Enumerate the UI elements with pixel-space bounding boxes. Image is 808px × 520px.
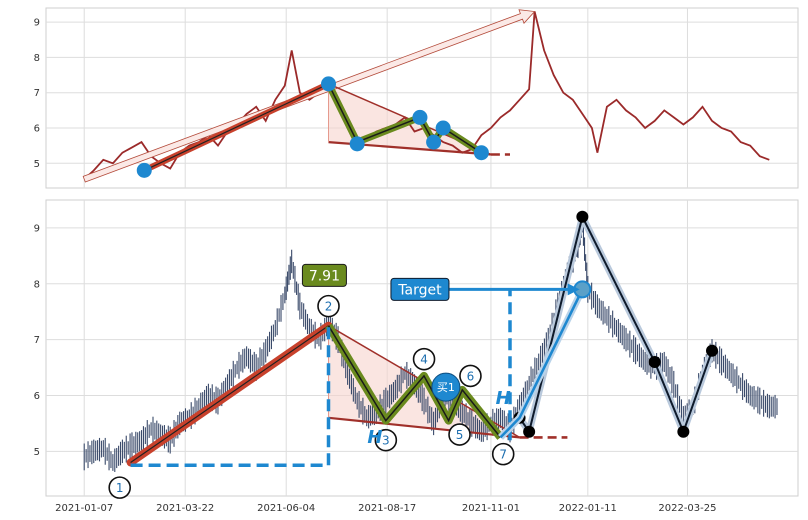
- pivot-number-label: 4: [420, 353, 428, 367]
- pivot-marker: [349, 136, 365, 152]
- top-panel: 5 6 7 8 9: [34, 7, 799, 189]
- pivot-number-marker: [412, 347, 436, 371]
- harmonic-marker: [677, 425, 690, 438]
- price-label-box: [301, 263, 347, 287]
- pivot-number-label: 6: [467, 369, 475, 383]
- uptrend-core: [144, 83, 329, 171]
- target-label-box: [390, 277, 450, 301]
- projection-path: [499, 288, 584, 439]
- target-arrow-head: [567, 283, 580, 296]
- pivot-number-marker: [448, 423, 471, 446]
- pivot-marker: [412, 109, 428, 125]
- pivot-number-marker: [459, 364, 482, 388]
- price-label: 7.91: [309, 268, 340, 284]
- harmonic-marker: [648, 355, 661, 368]
- x-tick-label: 2021-03-22: [156, 503, 214, 514]
- harmonic-marker: [523, 425, 536, 438]
- pattern-core: [327, 325, 502, 438]
- x-tick-label: 2022-03-25: [658, 503, 716, 514]
- pivot-number-label: 7: [499, 448, 507, 462]
- pivot-marker: [321, 76, 337, 92]
- pivot-number-label: 1: [116, 481, 124, 495]
- y-tick-label: 6: [34, 391, 40, 402]
- h-label: H: [367, 427, 382, 448]
- y-tick-label: 7: [34, 88, 40, 99]
- pivot-number-label: 5: [456, 428, 464, 442]
- x-tick-label: 2021-08-17: [358, 503, 416, 514]
- plot-frame: [45, 199, 799, 497]
- pivot-marker: [426, 134, 442, 150]
- y-tick-label: 9: [34, 223, 40, 234]
- bottom-panel: 5 6 7 8 9 2021-01-07 2021-03-22 2021-06-04 2021-…: [34, 199, 799, 514]
- pivot-marker: [473, 145, 489, 161]
- pivot-number-marker: [491, 442, 515, 466]
- pivot-number-label: 2: [325, 300, 333, 314]
- harmonic-marker: [706, 344, 719, 357]
- uptrend-core: [130, 325, 329, 463]
- pivot-marker: [435, 120, 451, 136]
- buy-point-marker: [431, 372, 461, 402]
- pivot-number-marker: [317, 294, 340, 318]
- y-tick-label: 9: [34, 18, 40, 29]
- support-line: [328, 416, 520, 439]
- y-tick-label: 7: [34, 335, 40, 346]
- x-tick-label: 2021-11-01: [462, 503, 520, 514]
- pattern-core: [327, 83, 482, 154]
- y-tick-label: 6: [34, 124, 40, 135]
- y-tick-label: 8: [34, 53, 40, 64]
- pivot-number-marker: [374, 428, 398, 452]
- y-tick-label: 5: [34, 447, 40, 458]
- y-tick-label: 8: [34, 279, 40, 290]
- measure-bracket: [130, 325, 331, 468]
- x-tick-label: 2021-06-04: [257, 503, 315, 514]
- harmonic-marker: [576, 210, 589, 223]
- h-label: H: [496, 388, 511, 409]
- target-label: Target: [397, 282, 442, 298]
- y-tick-label: 5: [34, 159, 40, 170]
- x-tick-label: 2022-01-11: [559, 503, 617, 514]
- buy-point-label: 买1: [437, 381, 455, 394]
- pivot-marker: [136, 162, 152, 178]
- pivot-number-label: 3: [382, 434, 390, 448]
- x-tick-label: 2021-01-07: [55, 503, 113, 514]
- pivot-number-marker: [108, 476, 131, 499]
